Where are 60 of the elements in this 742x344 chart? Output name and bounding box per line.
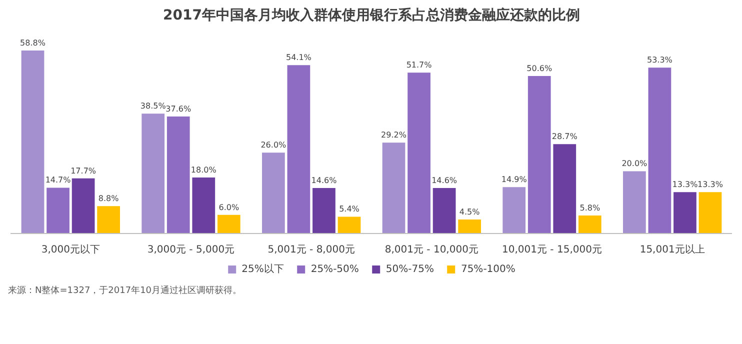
chart-title: 2017年中国各月均收入群体使用银行系占总消费金融应还款的比例 bbox=[163, 6, 580, 24]
bar bbox=[458, 219, 482, 234]
bar bbox=[312, 188, 336, 234]
data-label: 51.7% bbox=[406, 60, 432, 70]
bar bbox=[46, 188, 70, 234]
data-label: 53.3% bbox=[646, 56, 673, 65]
bar bbox=[622, 171, 646, 234]
data-label: 58.8% bbox=[20, 38, 46, 48]
data-label: 54.1% bbox=[286, 53, 312, 62]
bar bbox=[408, 72, 430, 234]
bar bbox=[72, 178, 95, 234]
bar bbox=[432, 188, 456, 234]
data-label: 14.7% bbox=[45, 176, 72, 185]
x-tick-label: 3,000元以下 bbox=[41, 244, 100, 256]
legend-label: 25%-50% bbox=[310, 264, 359, 274]
bar bbox=[382, 142, 406, 234]
bar bbox=[287, 65, 310, 234]
data-label: 38.5% bbox=[140, 102, 166, 111]
bar bbox=[578, 215, 602, 234]
data-label: 28.7% bbox=[552, 132, 578, 142]
bar bbox=[648, 68, 672, 234]
data-label: 5.8% bbox=[580, 203, 600, 212]
data-label: 8.8% bbox=[98, 194, 120, 204]
data-label: 50.6% bbox=[526, 64, 552, 73]
bar bbox=[217, 214, 240, 234]
data-label: 13.3% bbox=[672, 180, 698, 190]
data-label: 29.2% bbox=[381, 130, 407, 140]
data-label: 37.6% bbox=[166, 104, 192, 114]
bar bbox=[21, 50, 44, 234]
data-label: 17.7% bbox=[70, 166, 96, 176]
bar bbox=[142, 114, 165, 234]
x-tick-label: 10,001元 - 15,000元 bbox=[502, 244, 602, 256]
data-label: 14.6% bbox=[432, 176, 458, 186]
x-tick-label: 5,001元 - 8,000元 bbox=[268, 244, 355, 256]
legend-label: 25%以下 bbox=[242, 262, 284, 276]
bar bbox=[192, 177, 216, 234]
legend-label: 75%-100% bbox=[460, 264, 516, 274]
bar bbox=[698, 192, 722, 234]
x-tick-label: 8,001元 - 10,000元 bbox=[384, 244, 478, 256]
bar bbox=[262, 152, 285, 234]
data-label: 26.0% bbox=[260, 140, 287, 150]
data-label: 4.5% bbox=[459, 207, 480, 216]
bar bbox=[553, 144, 576, 234]
bar bbox=[502, 187, 526, 234]
bar bbox=[166, 116, 190, 234]
x-tick-label: 3,000元 - 5,000元 bbox=[147, 244, 235, 256]
data-label: 6.0% bbox=[218, 202, 240, 212]
data-label: 14.9% bbox=[501, 175, 528, 184]
bar bbox=[338, 216, 361, 234]
bar bbox=[674, 192, 696, 234]
bar bbox=[528, 76, 551, 234]
source-note: 来源：N整体=1327，于2017年10月通过社区调研获得。 bbox=[8, 285, 242, 298]
data-label: 5.4% bbox=[339, 204, 360, 214]
data-label: 13.3% bbox=[698, 180, 724, 190]
data-label: 14.6% bbox=[311, 176, 338, 186]
bar bbox=[97, 206, 120, 234]
data-label: 18.0% bbox=[190, 165, 217, 174]
x-tick-label: 15,001元以上 bbox=[640, 244, 705, 256]
data-label: 20.0% bbox=[622, 159, 648, 168]
legend-label: 50%-75% bbox=[386, 264, 434, 274]
